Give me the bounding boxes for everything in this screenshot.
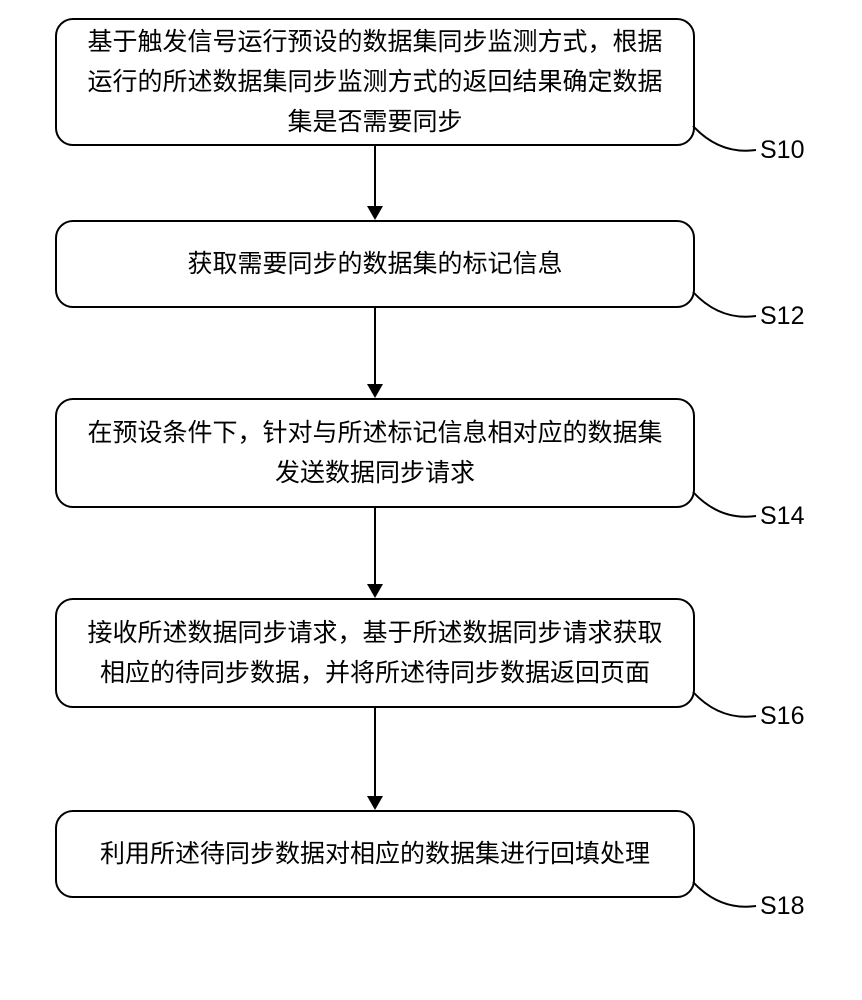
arrow-line [374,146,376,206]
flow-node-text: 获取需要同步的数据集的标记信息 [187,244,562,284]
arrow-head-icon [367,584,383,598]
flow-node-text: 接收所述数据同步请求，基于所述数据同步请求获取相应的待同步数据，并将所述待同步数… [77,613,673,693]
step-label-s18: S18 [760,892,804,921]
flow-node-s12: 获取需要同步的数据集的标记信息 [55,220,695,308]
flowchart-container: 基于触发信号运行预设的数据集同步监测方式，根据运行的所述数据集同步监测方式的返回… [0,0,862,1000]
flow-node-text: 基于触发信号运行预设的数据集同步监测方式，根据运行的所述数据集同步监测方式的返回… [77,22,673,142]
step-label-s10: S10 [760,136,804,165]
flow-node-text: 在预设条件下，针对与所述标记信息相对应的数据集发送数据同步请求 [77,413,673,493]
arrow-head-icon [367,796,383,810]
flow-node-s16: 接收所述数据同步请求，基于所述数据同步请求获取相应的待同步数据，并将所述待同步数… [55,598,695,708]
step-label-s16: S16 [760,702,804,731]
arrow-head-icon [367,384,383,398]
arrow-head-icon [367,206,383,220]
flow-node-s18: 利用所述待同步数据对相应的数据集进行回填处理 [55,810,695,898]
arrow-line [374,708,376,796]
step-label-s12: S12 [760,302,804,331]
arrow-line [374,508,376,584]
flow-node-text: 利用所述待同步数据对相应的数据集进行回填处理 [100,834,650,874]
flow-node-s14: 在预设条件下，针对与所述标记信息相对应的数据集发送数据同步请求 [55,398,695,508]
arrow-line [374,308,376,384]
step-label-s14: S14 [760,502,804,531]
flow-node-s10: 基于触发信号运行预设的数据集同步监测方式，根据运行的所述数据集同步监测方式的返回… [55,18,695,146]
